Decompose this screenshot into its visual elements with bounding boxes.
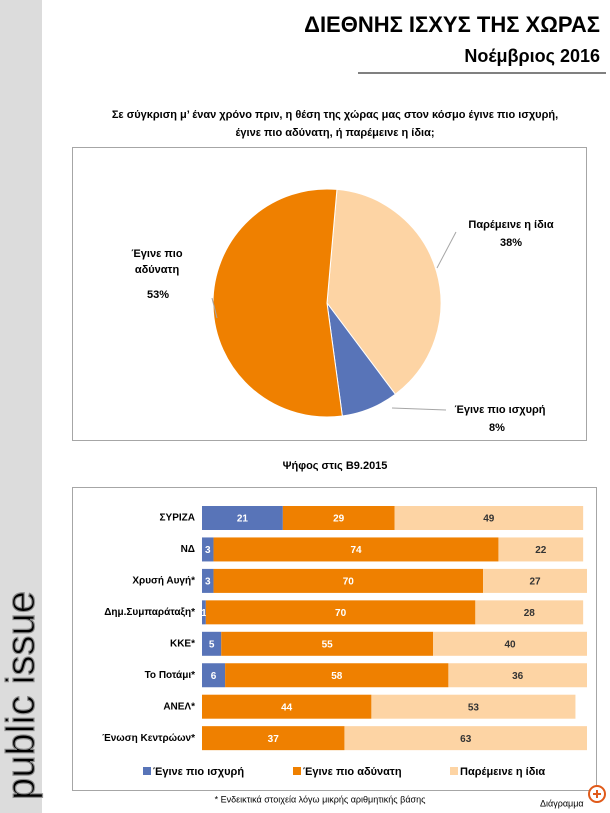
category-label: ΣΥΡΙΖΑ [160, 513, 195, 524]
pie-title: έγινε πιο αδύνατη, ή παρέμεινε η ίδια; [235, 127, 434, 139]
bar-value-label: 28 [524, 608, 536, 619]
leader-line [211, 297, 218, 319]
bar-value-label: 3 [205, 577, 211, 588]
category-label: Ένωση Κεντρώων* [102, 733, 195, 744]
bar-value-label: 1 [201, 608, 207, 619]
bar-value-label: 3 [205, 545, 211, 556]
category-label: ΚΚΕ* [170, 638, 195, 649]
bar-segment [205, 600, 476, 625]
bar-frame [72, 487, 597, 791]
bar-segment [202, 694, 372, 719]
bar-segment [213, 537, 499, 562]
bar-segment [202, 568, 214, 593]
bar-segment [475, 600, 584, 625]
bar-segment [448, 663, 587, 688]
bar-segment [202, 631, 222, 656]
footnote: * Ενδεικτικά στοιχεία λόγω μικρής αριθμη… [215, 794, 427, 804]
slice-value-label: 38% [499, 237, 523, 249]
bar-value-label: 70 [335, 608, 347, 619]
zoom-icon[interactable] [588, 785, 606, 803]
legend-label: Παρέμεινε η ίδια [460, 766, 545, 778]
category-label: Χρυσή Αυγή* [132, 576, 195, 587]
page-subtitle: Νοέμβριος 2016 [464, 46, 600, 66]
slice-label: Παρέμεινε η ίδια [468, 219, 554, 231]
bar-value-label: 21 [237, 514, 249, 525]
slice-value-label: 8% [489, 422, 505, 434]
bar-value-label: 5 [209, 639, 215, 650]
slice-label: Έγινε πιο ισχυρή [454, 404, 546, 416]
bar-title: Ψήφος στις Β9.2015 [283, 460, 388, 472]
pie-slice [212, 188, 343, 418]
category-label: ΑΝΕΛ* [163, 701, 195, 712]
bar-value-label: 55 [322, 639, 334, 650]
pie-slice [326, 188, 442, 395]
bar-segment [483, 568, 587, 593]
bar-value-label: 49 [483, 514, 495, 525]
bar-segment [498, 537, 584, 562]
bar-segment [221, 631, 433, 656]
legend-label: Έγινε πιο ισχυρή [153, 766, 244, 778]
brand-strip [0, 0, 42, 813]
bar-segment [344, 726, 587, 751]
category-label: Δημ.Συμπαράταξη* [104, 607, 195, 618]
leader-line [436, 231, 457, 269]
bar-value-label: 53 [468, 702, 480, 713]
bar-value-label: 44 [281, 702, 293, 713]
bar-value-label: 27 [529, 577, 541, 588]
bar-value-label: 29 [333, 514, 345, 525]
bar-segment [371, 694, 576, 719]
bar-segment [202, 537, 214, 562]
pie-title: Σε σύγκριση μ’ έναν χρόνο πριν, η θέση τ… [112, 109, 558, 121]
bar-value-label: 36 [512, 671, 524, 682]
corner-label: Διάγραμμα [540, 798, 584, 808]
pie-frame [72, 147, 587, 441]
legend-swatch [293, 767, 301, 775]
legend-swatch [143, 767, 151, 775]
bar-segment [225, 663, 449, 688]
brand: public issue [0, 591, 43, 800]
page-title: ΔΙΕΘΝΗΣ ΙΣΧΥΣ ΤΗΣ ΧΩΡΑΣ [304, 12, 600, 37]
bar-value-label: 58 [331, 671, 343, 682]
bar-value-label: 37 [268, 734, 280, 745]
bar-value-label: 63 [460, 734, 472, 745]
legend-swatch [450, 767, 458, 775]
bar-segment [202, 726, 345, 751]
bar-segment [394, 506, 584, 530]
bar-value-label: 74 [350, 545, 362, 556]
slice-label: Έγινε πιο αδύνατη [131, 248, 183, 276]
bar-value-label: 6 [211, 671, 217, 682]
category-label: ΝΔ [181, 544, 195, 555]
bar-segment [202, 663, 226, 688]
bar-segment [202, 600, 206, 625]
bar-segment [282, 506, 395, 530]
bar-value-label: 70 [343, 577, 355, 588]
bar-segment [433, 631, 587, 656]
leader-line [391, 407, 447, 411]
slice-value-label: 53% [146, 289, 170, 301]
bar-segment [202, 506, 283, 530]
category-label: Το Ποτάμι* [145, 670, 196, 681]
bar-value-label: 22 [535, 545, 547, 556]
legend-label: Έγινε πιο αδύνατη [303, 766, 402, 778]
bar-segment [213, 568, 484, 593]
bar-value-label: 40 [504, 639, 516, 650]
